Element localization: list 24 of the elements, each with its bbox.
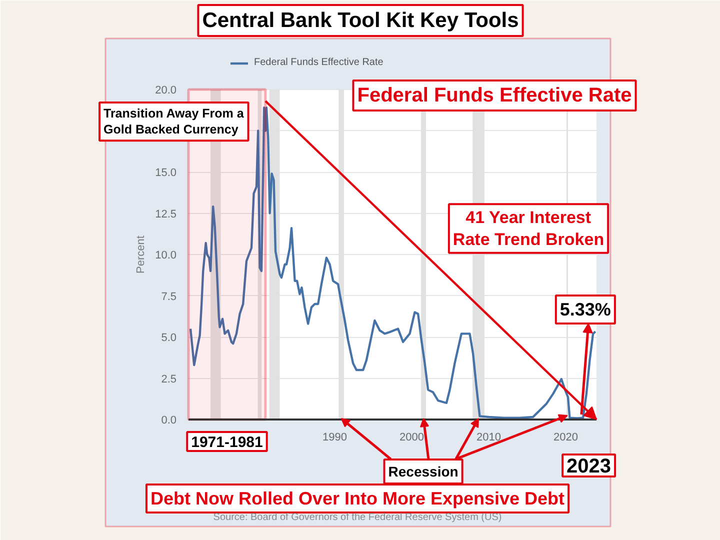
annotation: 2023 [566, 456, 612, 478]
y-tick-label: 2.5 [161, 373, 177, 386]
y-tick-label: 0.0 [161, 414, 177, 426]
legend-label: Federal Funds Effective Rate [254, 57, 384, 68]
y-tick-label: 20.0 [155, 84, 177, 96]
y-tick-label: 5.0 [161, 332, 177, 344]
y-axis-title: Percent [135, 236, 148, 274]
source-note: Source: Board of Governors of the Federal Reserve System (US) [213, 512, 502, 523]
annotation: 41 Year Interest Rate Trend Broken [452, 208, 604, 249]
chart-title: Central Bank Tool Kit Key Tools [202, 9, 519, 32]
band-label: 1971-1981 [191, 434, 263, 451]
x-tick-label: 2020 [553, 432, 578, 444]
x-tick-label: 2000 [400, 432, 424, 444]
annotation: Federal Funds Effective Rate [357, 84, 632, 106]
annotation: 5.33% [560, 300, 611, 320]
y-tick-label: 15.0 [155, 167, 177, 179]
text: Debt Now Rolled Over Into More Expensive Debt [150, 488, 565, 508]
annotation: Transition Away From a Gold Backed Currency [104, 106, 245, 137]
y-tick-label: 12.5 [155, 208, 177, 220]
x-tick-label: 2010 [476, 432, 501, 444]
y-tick-label: 10.0 [155, 250, 177, 262]
annotation: Recession [388, 464, 458, 480]
x-tick-label: 1990 [322, 432, 348, 444]
y-tick-label: 7.5 [161, 290, 177, 303]
